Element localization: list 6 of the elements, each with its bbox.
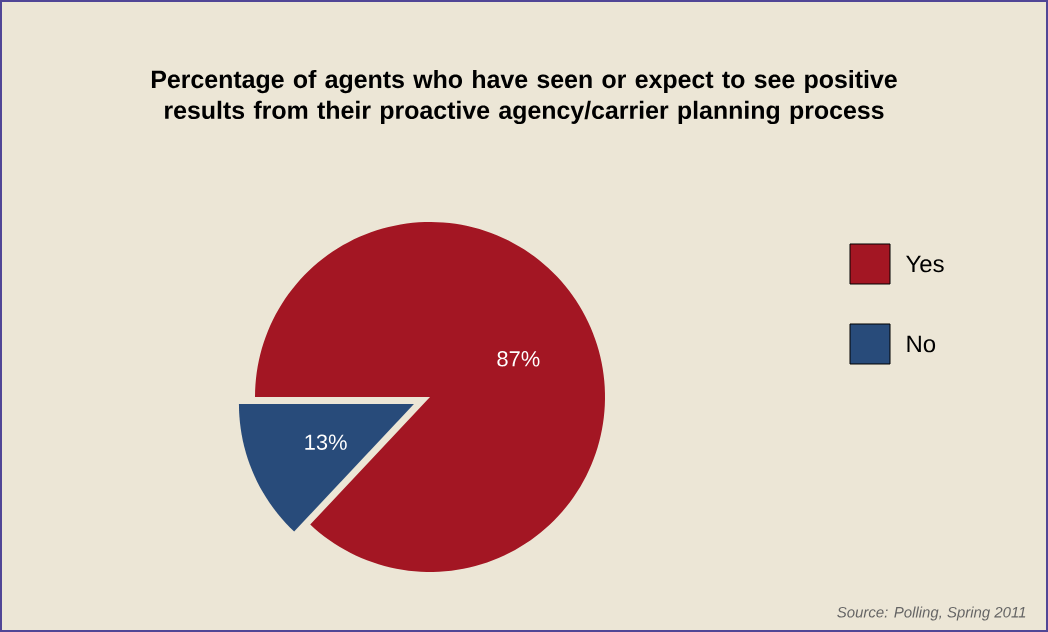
chart-title: Percentage of agents who have seen or expect to see positive results from their proactive agency/carrier planning process (151, 69, 897, 125)
legend-label: No (907, 335, 936, 353)
data-label: 87% (497, 351, 540, 367)
source-note: Source: Polling, Spring 2011 (837, 606, 1026, 621)
legend-label: Yes (906, 255, 944, 273)
data-label: 13% (305, 434, 347, 450)
